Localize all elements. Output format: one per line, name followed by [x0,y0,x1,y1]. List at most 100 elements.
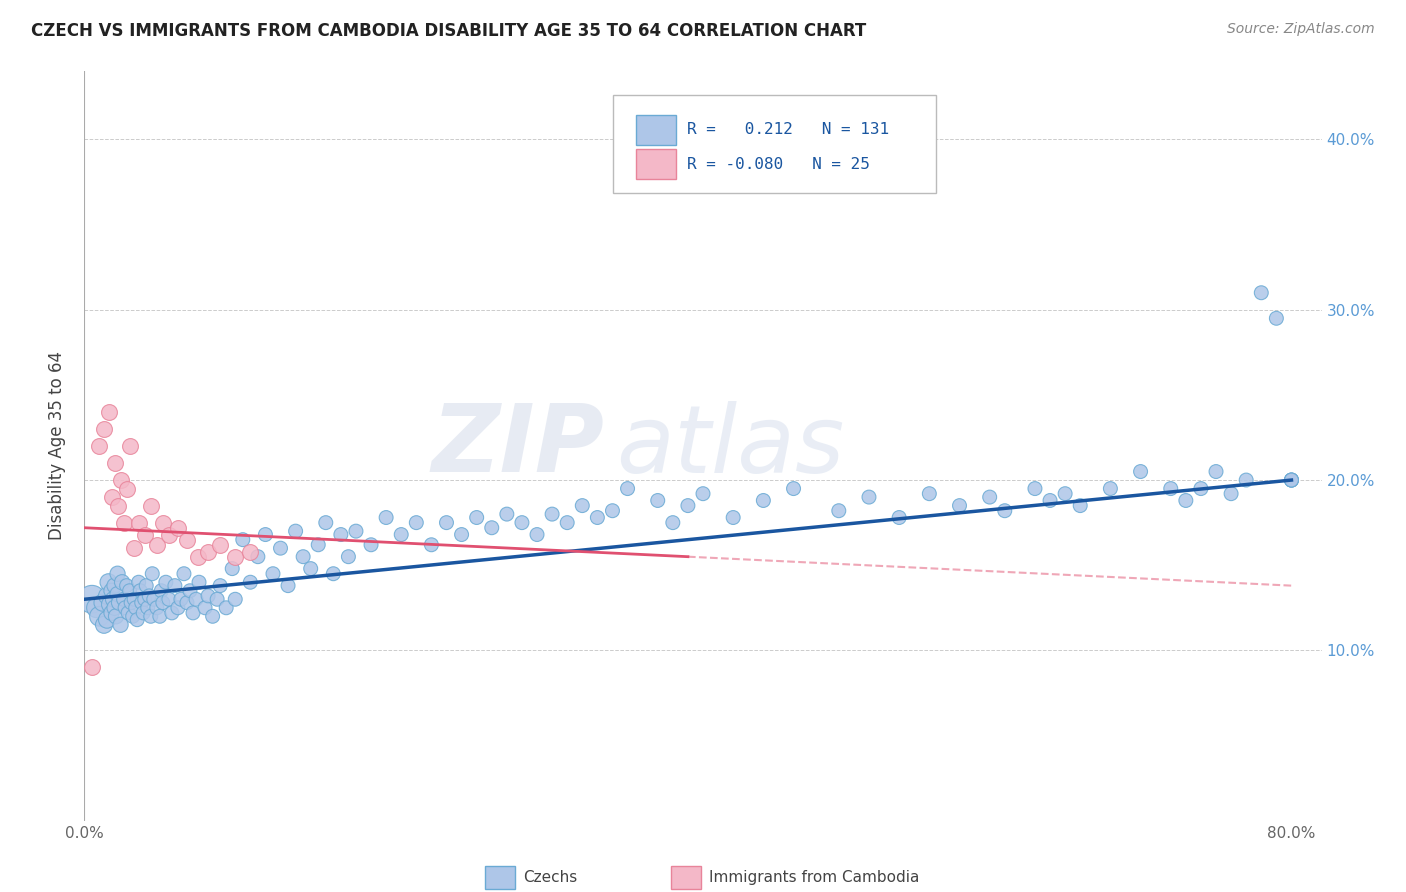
Point [337,549,360,564]
Point [100,490,122,504]
Point [224,592,246,607]
Text: Immigrants from Cambodia: Immigrants from Cambodia [709,870,920,885]
Point [138,589,160,603]
Point [209,538,232,552]
Point [93,422,115,436]
FancyBboxPatch shape [636,115,676,145]
Point [157,527,180,541]
Point [100,606,122,620]
Text: R = -0.080   N = 25: R = -0.080 N = 25 [688,157,870,172]
Point [131,596,153,610]
Point [80,660,103,674]
Point [1069,499,1091,513]
Point [277,579,299,593]
Point [80,592,103,607]
Point [181,606,204,620]
Point [616,482,638,496]
Point [858,490,880,504]
Point [194,600,217,615]
Point [110,617,132,632]
Point [89,609,111,624]
Point [450,527,472,541]
FancyBboxPatch shape [613,95,935,194]
Point [135,579,157,593]
Point [152,516,174,530]
Point [541,507,564,521]
Point [97,575,120,590]
Point [1220,486,1243,500]
Point [127,613,149,627]
Y-axis label: Disability Age 35 to 64: Disability Age 35 to 64 [48,351,66,541]
Point [121,609,143,624]
Point [115,482,138,496]
Point [209,579,232,593]
Point [134,527,156,541]
Point [239,575,262,590]
Text: atlas: atlas [616,401,845,491]
Point [1129,465,1152,479]
Point [179,583,201,598]
FancyBboxPatch shape [485,866,515,888]
Point [662,516,685,530]
Point [167,521,190,535]
Point [163,579,186,593]
Point [176,533,198,547]
Point [375,510,398,524]
Point [160,606,183,620]
Point [170,592,193,607]
Point [307,538,329,552]
Point [201,609,224,624]
Point [1281,473,1303,487]
Point [152,596,174,610]
Point [155,575,177,590]
Point [526,527,548,541]
Point [86,600,108,615]
Point [111,575,134,590]
Point [136,600,159,615]
Point [150,583,173,598]
Text: Source: ZipAtlas.com: Source: ZipAtlas.com [1227,22,1375,37]
Point [1281,473,1303,487]
Point [173,566,195,581]
Point [110,473,132,487]
Point [129,583,152,598]
Point [239,544,262,558]
Point [1054,486,1077,500]
Point [360,538,382,552]
Point [1281,473,1303,487]
Point [420,538,443,552]
Point [586,510,609,524]
Point [149,609,172,624]
Point [1205,465,1227,479]
Point [98,598,121,612]
Point [134,592,156,607]
Point [262,566,284,581]
Point [465,510,488,524]
Point [602,504,624,518]
Point [139,609,162,624]
Point [122,592,145,607]
Point [676,499,699,513]
Point [232,533,254,547]
Point [96,613,118,627]
Point [215,600,238,615]
Point [112,516,135,530]
Point [112,592,135,607]
Point [1189,482,1212,496]
Point [184,592,207,607]
Text: CZECH VS IMMIGRANTS FROM CAMBODIA DISABILITY AGE 35 TO 64 CORRELATION CHART: CZECH VS IMMIGRANTS FROM CAMBODIA DISABI… [31,22,866,40]
Point [141,566,163,581]
Point [918,486,941,500]
Point [322,566,344,581]
Point [157,592,180,607]
Point [1234,473,1257,487]
Point [254,527,277,541]
Point [221,561,243,575]
Point [1174,493,1197,508]
Point [132,606,155,620]
Point [344,524,367,538]
Point [292,549,315,564]
Point [692,486,714,500]
Point [571,499,593,513]
Text: ZIP: ZIP [432,400,605,492]
